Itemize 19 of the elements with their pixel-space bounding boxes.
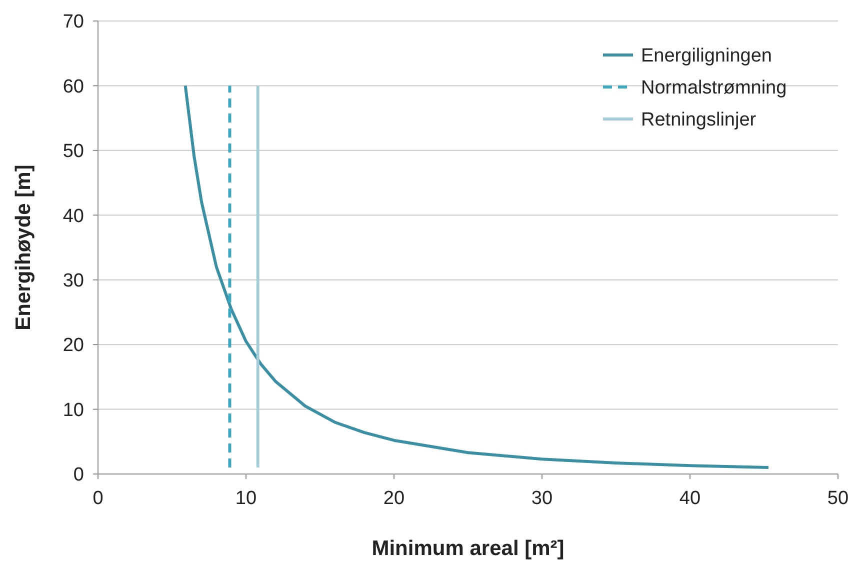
y-tick-label: 60 — [62, 76, 84, 98]
x-axis-title: Minimum areal [m²] — [372, 537, 564, 560]
y-tick-label: 50 — [62, 141, 84, 162]
x-tick-label: 10 — [235, 488, 257, 509]
legend-label: Energiligningen — [641, 46, 772, 67]
y-axis-title: Energihøyde [m] — [12, 164, 35, 330]
x-tick-label: 40 — [679, 488, 701, 509]
y-tick-label: 10 — [62, 400, 84, 421]
y-tick-label: 40 — [62, 206, 84, 227]
y-tick-label: 30 — [62, 270, 84, 292]
legend-label: Retningslinjer — [641, 110, 757, 131]
x-tick-label: 30 — [531, 488, 553, 509]
legend-label: Normalstrømning — [641, 78, 787, 99]
y-tick-label: 0 — [73, 464, 84, 486]
y-tick-label: 70 — [62, 12, 84, 33]
x-tick-label: 0 — [92, 488, 104, 509]
y-tick-label: 20 — [62, 335, 84, 356]
x-tick-label: 20 — [383, 488, 405, 509]
x-tick-label: 50 — [827, 488, 849, 509]
